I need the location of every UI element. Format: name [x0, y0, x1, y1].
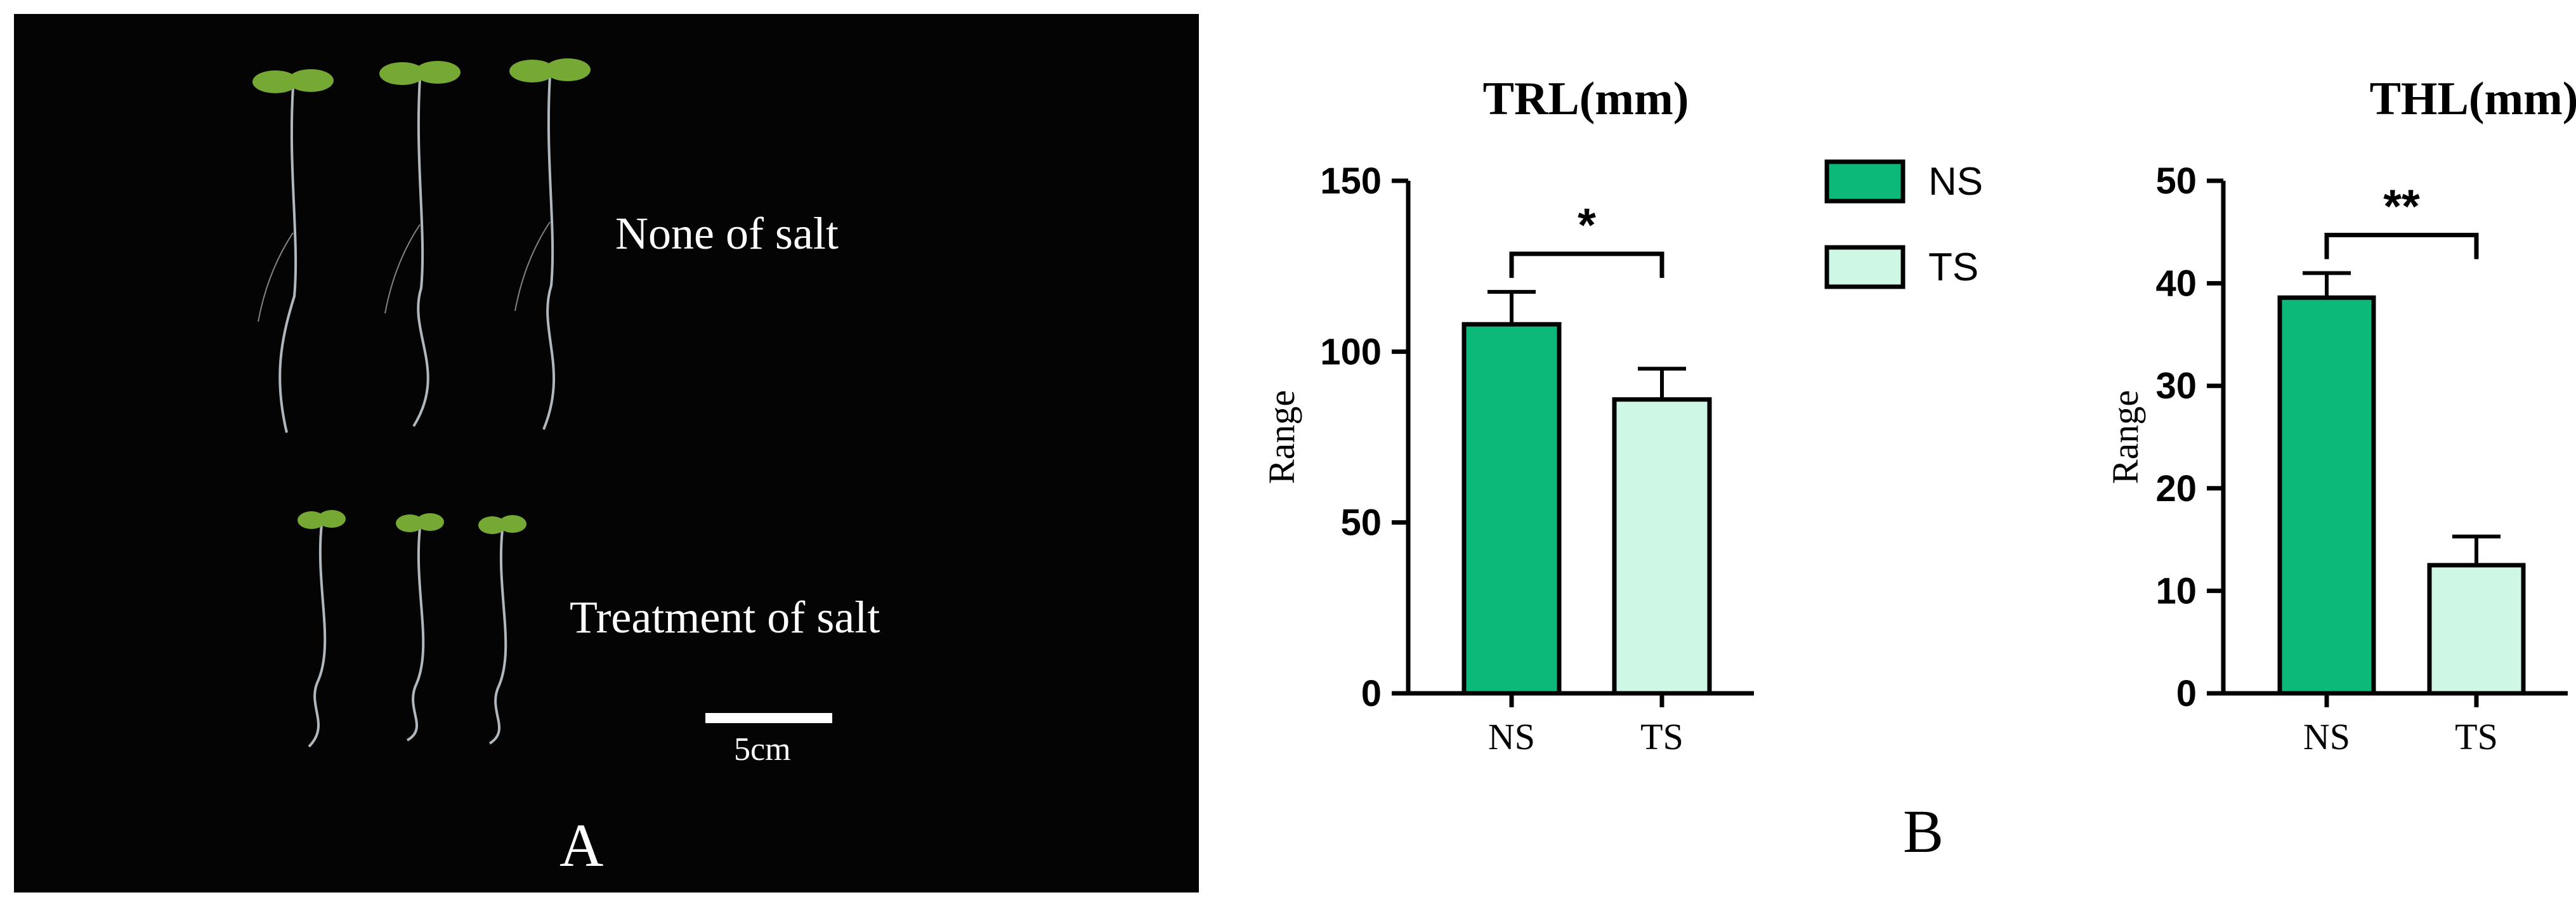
x-tick-label: NS	[1488, 716, 1535, 757]
legend: NS TS	[1824, 159, 1983, 289]
seedling-leaf	[379, 62, 425, 85]
bar-ns	[1461, 322, 1562, 696]
significance-marker: *	[1578, 199, 1596, 251]
panel-letter-b: B	[1903, 797, 1944, 865]
seedling-stem	[278, 86, 297, 433]
x-tick-label: NS	[2303, 716, 2350, 757]
label-treatment-of-salt: Treatment of salt	[570, 592, 880, 643]
seedling-leaf	[415, 61, 461, 84]
y-axis-label: Range	[1261, 390, 1302, 484]
y-tick-label: 0	[1361, 673, 1382, 714]
significance-marker: **	[2383, 180, 2420, 232]
bar-ts	[2427, 563, 2526, 696]
seedling-leaf	[252, 70, 298, 93]
scale-bar	[705, 713, 832, 723]
legend-label: NS	[1928, 160, 1983, 204]
seedling-root	[384, 224, 421, 314]
seedling-stem	[406, 527, 425, 742]
chart-1: TRL(mm) Range 0 50 100 150 NS TS *	[1261, 73, 1754, 757]
y-tick-label: 100	[1320, 331, 1382, 372]
seedling-leaf	[288, 69, 334, 92]
seedling-leaf	[499, 515, 526, 533]
chart-2: THL(mm) Range 0 10 20 30 40 50 NS TS **	[2105, 73, 2576, 757]
seedling-leaf	[396, 514, 424, 532]
significance-bracket	[1509, 251, 1664, 278]
seedling-leaf	[297, 511, 325, 529]
y-tick-label: 20	[2155, 468, 2197, 509]
bar-ns	[2277, 295, 2376, 696]
seedling-leaf	[318, 510, 346, 528]
bar-ts	[1612, 397, 1712, 696]
chart-title: TRL(mm)	[1483, 73, 1689, 125]
seedling-stem	[488, 529, 507, 745]
label-none-of-salt: None of salt	[615, 208, 839, 259]
y-tick-label: 50	[1340, 502, 1382, 544]
seedling-leaf	[416, 513, 444, 531]
seedling-stem	[308, 524, 327, 748]
seedling-stem	[412, 78, 429, 428]
panel-letter-a: A	[559, 811, 604, 879]
y-axis-label: Range	[2105, 390, 2146, 484]
y-tick-label: 10	[2155, 570, 2197, 611]
legend-swatch	[1824, 159, 1906, 204]
seedling-leaf	[545, 58, 591, 81]
x-tick-label: TS	[2455, 716, 2498, 757]
seedling-root	[514, 221, 551, 311]
seedling-leaf	[509, 60, 555, 82]
seedling-stem	[542, 75, 556, 430]
y-tick-label: 40	[2155, 263, 2197, 304]
chart-title: THL(mm)	[2370, 73, 2576, 125]
seedling-photo-panel: None of salt Treatment of salt 5cm A	[14, 14, 1199, 893]
scale-bar-label: 5cm	[734, 731, 791, 768]
significance-bracket	[2324, 232, 2479, 259]
legend-label: TS	[1928, 245, 1978, 289]
seedlings-illustration	[252, 58, 591, 748]
y-tick-label: 150	[1320, 160, 1382, 202]
seedling-leaf	[478, 516, 506, 534]
y-tick-label: 0	[2176, 673, 2197, 714]
y-tick-label: 30	[2155, 365, 2197, 407]
y-tick-label: 50	[2155, 160, 2197, 202]
seedling-root	[258, 232, 294, 322]
legend-swatch	[1824, 245, 1906, 289]
x-tick-label: TS	[1640, 716, 1684, 757]
